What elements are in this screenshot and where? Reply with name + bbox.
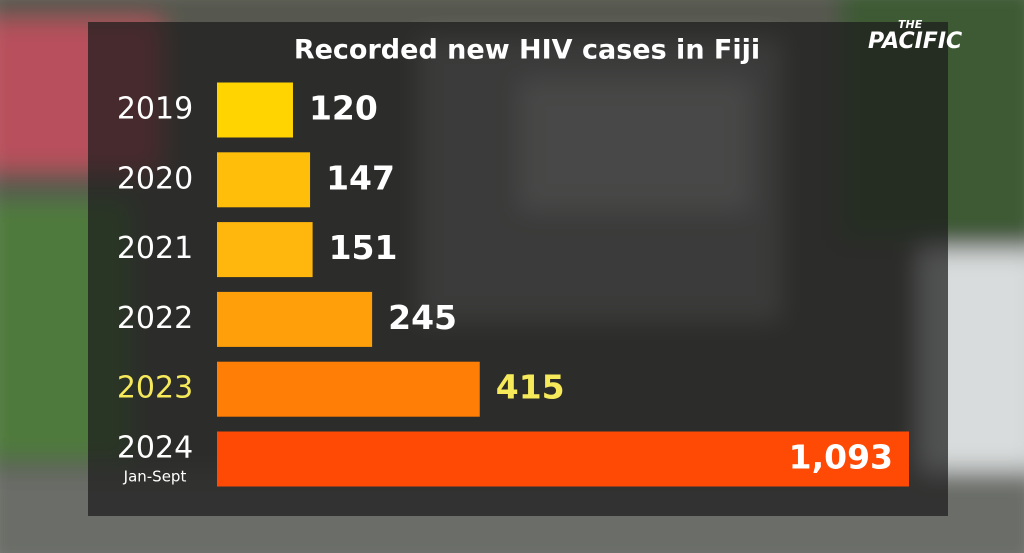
bars: 2019 120 2020 147 2021 151 2022 245 2023 415 2024 J… [117, 82, 909, 487]
value-label: 147 [326, 158, 395, 197]
bar [217, 431, 909, 487]
value-label: 245 [388, 298, 457, 337]
bar [217, 152, 311, 208]
value-label: 151 [329, 228, 398, 267]
category-label: 2021 [117, 231, 193, 266]
logo: THE PACIFIC [868, 18, 962, 54]
value-label: 120 [309, 89, 378, 128]
bar [217, 82, 293, 138]
chart-title: Recorded new HIV cases in Fiji [294, 35, 760, 66]
value-label: 1,093 [789, 438, 893, 477]
category-label: 2019 [117, 92, 193, 127]
value-label: 415 [496, 368, 565, 407]
category-label: 2024 [117, 431, 193, 466]
category-label: 2020 [117, 161, 193, 196]
category-label: 2022 [117, 301, 193, 336]
bar [217, 291, 373, 347]
logo-main: PACIFIC [868, 29, 962, 54]
category-sublabel: Jan-Sept [123, 468, 187, 486]
category-label: 2023 [117, 371, 193, 406]
bar [217, 361, 480, 417]
bar [217, 222, 313, 278]
logo-top: THE [898, 18, 923, 31]
